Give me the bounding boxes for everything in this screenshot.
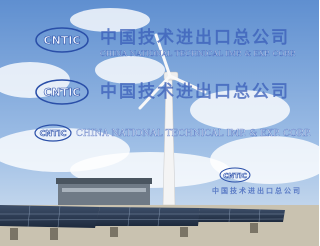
building: [56, 178, 152, 208]
watermark-chinese: 中国技术进出口总公司: [100, 27, 290, 48]
logo-text: CNTIC: [223, 172, 247, 180]
watermark-chinese: 中国技术进出口总公司: [212, 186, 302, 195]
watermark-chinese: 中国技术进出口总公司: [100, 81, 290, 102]
watermark-english: CHINA NATIONAL TECHNICAL IMP. & EXP. COR…: [76, 129, 311, 139]
logo-text: CNTIC: [44, 34, 81, 47]
logo-text: CNTIC: [44, 86, 81, 99]
body: CNTIC 中国技术进出口总公司 CHINA NATIONAL TECHNICA…: [0, 0, 319, 246]
photo: CNTIC 中国技术进出口总公司 CHINA NATIONAL TECHNICA…: [0, 0, 319, 246]
logo-text: CNTIC: [40, 129, 67, 138]
page: {"watermarks": [ {"logo": "CNTIC", "text…: [0, 0, 320, 246]
watermark-english: CHINA NATIONAL TECHNICAL IMP. & EXP. COR…: [100, 49, 296, 58]
